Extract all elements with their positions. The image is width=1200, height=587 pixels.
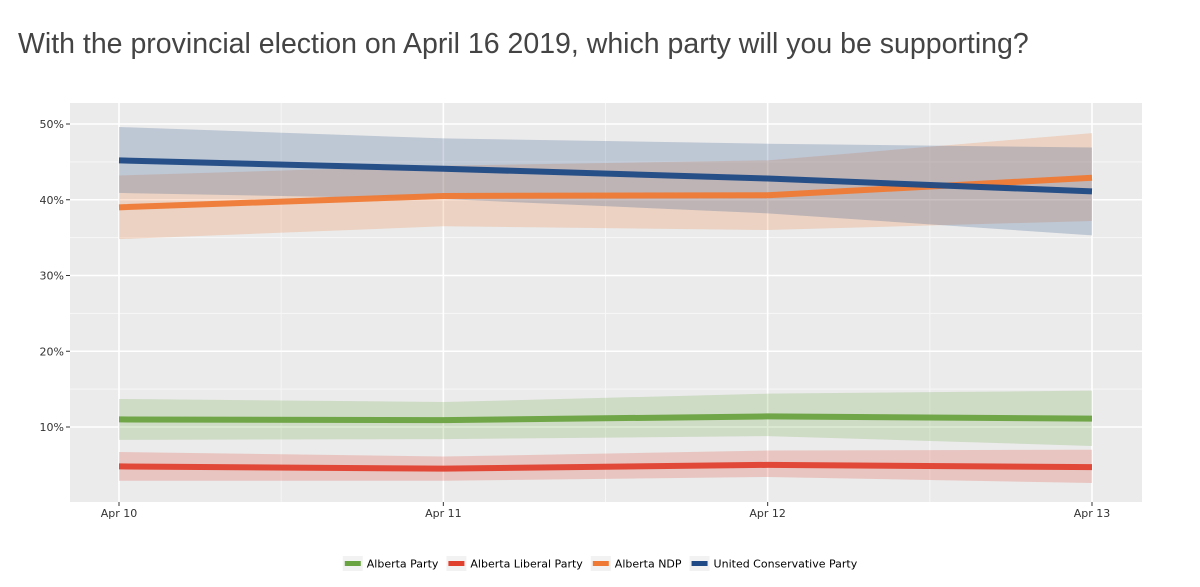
line-alberta-liberal-party	[118, 461, 1093, 472]
x-tick-label: Apr 13	[1074, 507, 1111, 520]
y-axis: 10% 20% 30% 40% 50%	[40, 118, 70, 434]
confidence-bands	[119, 127, 1092, 484]
y-tick-label: 20%	[40, 345, 64, 358]
series-lines	[118, 157, 1093, 472]
band-alberta-ndp	[119, 133, 1092, 240]
line-alberta-party	[118, 413, 1093, 424]
legend-label-alberta-liberal-party: Alberta Liberal Party	[470, 558, 583, 571]
minor-gridlines	[70, 103, 1142, 502]
chart-title: With the provincial election on April 16…	[18, 28, 1029, 60]
x-tick-label: Apr 12	[749, 507, 786, 520]
legend-label-alberta-party: Alberta Party	[367, 558, 439, 571]
y-tick-label: 50%	[40, 118, 64, 131]
major-gridlines	[70, 103, 1142, 502]
legend-label-united-conservative-party: United Conservative Party	[714, 558, 858, 571]
y-tick-label: 10%	[40, 421, 64, 434]
x-tick-label: Apr 10	[101, 507, 138, 520]
line-united-conservative-party	[118, 157, 1093, 195]
y-tick-label: 40%	[40, 194, 64, 207]
x-tick-label: Apr 11	[425, 507, 462, 520]
legend-label-alberta-ndp: Alberta NDP	[615, 558, 682, 571]
x-axis: Apr 10 Apr 11 Apr 12 Apr 13	[101, 502, 1111, 520]
legend: Alberta Party Alberta Liberal Party Albert…	[342, 556, 858, 571]
y-tick-label: 30%	[40, 270, 64, 283]
band-united-conservative-party	[119, 127, 1092, 236]
